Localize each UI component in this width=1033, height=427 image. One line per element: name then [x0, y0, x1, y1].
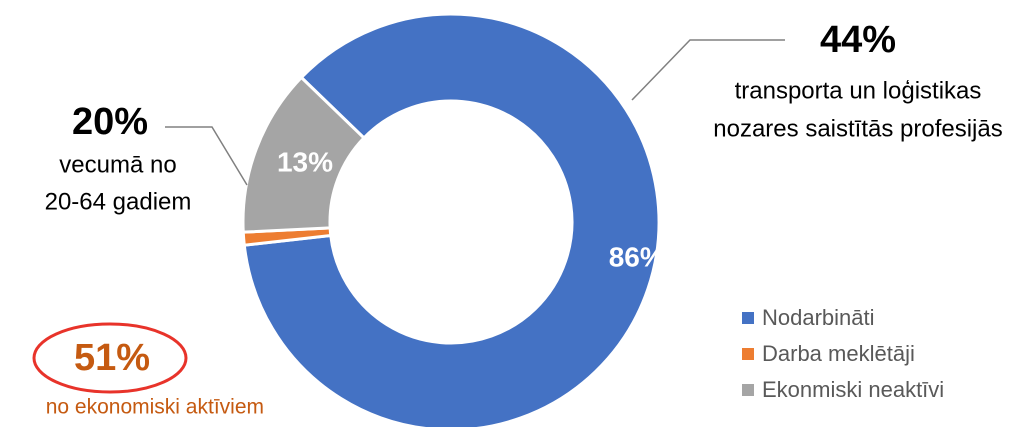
- annotation: 44%: [820, 19, 896, 61]
- annotation: transporta un loģistikas: [735, 77, 982, 104]
- value-label: 13%: [277, 147, 333, 178]
- slices: 86% 13%: [241, 12, 665, 427]
- annotation: vecumā no: [59, 151, 176, 178]
- annotation: 20%: [72, 101, 148, 143]
- legend-label: Ekonmiski neaktīvi: [762, 377, 944, 402]
- annotation: no ekonomiski aktīviem: [46, 396, 264, 419]
- legend-swatch: [742, 384, 754, 396]
- leader-line: [165, 126, 248, 186]
- legend: Nodarbināti Darba meklētāji Ekonmiski neak…: [742, 305, 944, 402]
- legend-swatch: [742, 312, 754, 324]
- leader-line: [631, 39, 785, 101]
- value-label: 86%: [609, 241, 665, 272]
- legend-label: Darba meklētāji: [762, 341, 915, 366]
- annotation: 51%: [74, 337, 150, 379]
- legend-label: Nodarbināti: [762, 305, 875, 330]
- annotation: 20-64 gadiem: [45, 188, 192, 215]
- annotation: nozares saistītās profesijās: [713, 115, 1002, 142]
- highlight-ellipse: [32, 322, 188, 394]
- slice: [242, 12, 661, 427]
- legend-swatch: [742, 348, 754, 360]
